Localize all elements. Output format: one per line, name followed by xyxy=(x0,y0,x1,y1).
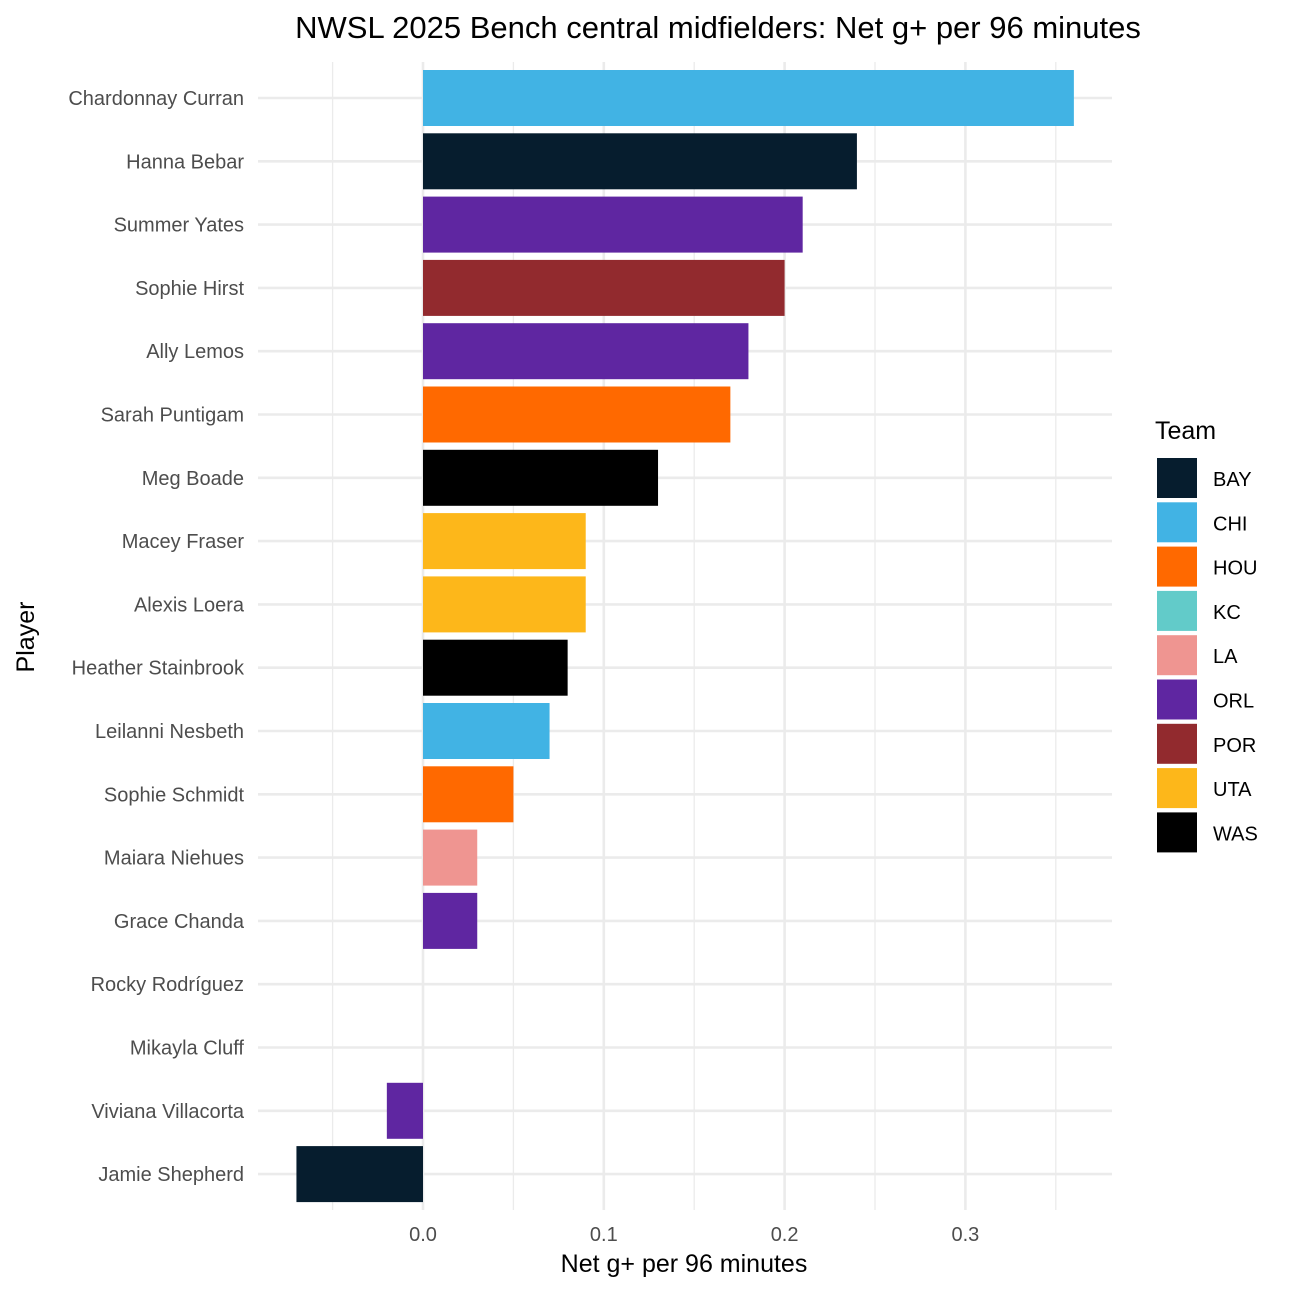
bar xyxy=(423,892,478,949)
bar xyxy=(423,829,478,886)
bar xyxy=(423,386,731,443)
x-tick-label: 0.1 xyxy=(590,1224,618,1246)
bar xyxy=(423,449,659,506)
y-tick-label: Mikayla Cluff xyxy=(130,1038,245,1060)
x-axis-tick-labels: 0.0 0.1 0.2 0.3 xyxy=(409,1224,979,1246)
legend-label: HOU xyxy=(1213,558,1257,580)
legend-swatch xyxy=(1157,768,1197,809)
y-axis-title: Player xyxy=(12,602,40,673)
bar xyxy=(386,1082,423,1139)
y-tick-label: Hanna Bebar xyxy=(126,151,244,173)
y-tick-label: Ally Lemos xyxy=(146,341,244,363)
legend-title: Team xyxy=(1155,417,1216,445)
y-tick-label: Sarah Puntigam xyxy=(101,405,244,427)
y-tick-label: Summer Yates xyxy=(114,215,244,237)
bars xyxy=(296,70,1074,1203)
y-tick-label: Maiara Niehues xyxy=(104,848,244,870)
legend-swatch xyxy=(1157,635,1197,676)
legend-label: UTA xyxy=(1213,779,1252,801)
y-tick-label: Chardonnay Curran xyxy=(68,88,244,110)
bar xyxy=(423,576,586,633)
y-tick-label: Viviana Villacorta xyxy=(91,1101,245,1123)
bar xyxy=(423,259,785,316)
bar xyxy=(423,639,568,696)
legend-label: POR xyxy=(1213,735,1256,757)
x-tick-label: 0.0 xyxy=(409,1224,437,1246)
legend-swatch xyxy=(1157,590,1197,631)
minor-gridlines xyxy=(331,62,1057,1210)
legend-label: BAY xyxy=(1213,469,1252,491)
y-tick-label: Heather Stainbrook xyxy=(72,658,245,680)
bar xyxy=(423,133,857,190)
y-tick-label: Rocky Rodríguez xyxy=(91,974,244,996)
y-tick-label: Sophie Hirst xyxy=(135,278,244,300)
y-tick-label: Grace Chanda xyxy=(114,911,245,933)
y-tick-label: Jamie Shepherd xyxy=(98,1164,244,1186)
legend-swatch xyxy=(1157,546,1197,587)
chart-title: NWSL 2025 Bench central midfielders: Net… xyxy=(295,10,1141,45)
y-tick-label: Sophie Schmidt xyxy=(104,784,245,806)
bar xyxy=(296,1146,423,1203)
legend-label: CHI xyxy=(1213,513,1247,535)
y-tick-label: Macey Fraser xyxy=(122,531,245,553)
legend-label: WAS xyxy=(1213,823,1258,845)
y-tick-label: Alexis Loera xyxy=(134,594,245,616)
y-axis-tick-labels: Chardonnay Curran Hanna Bebar Summer Yates… xyxy=(68,88,245,1186)
x-tick-label: 0.3 xyxy=(951,1224,979,1246)
plot-area xyxy=(258,62,1112,1210)
legend-label: LA xyxy=(1213,646,1238,668)
bar xyxy=(423,196,803,253)
x-tick-label: 0.2 xyxy=(771,1224,799,1246)
bar xyxy=(423,323,749,380)
y-tick-label: Meg Boade xyxy=(142,468,244,490)
legend-label: ORL xyxy=(1213,691,1254,713)
bar xyxy=(423,70,1074,126)
legend: Team BAY CHI HOU KC LA ORL POR UTA WAS xyxy=(1155,417,1258,853)
legend-swatch xyxy=(1157,679,1197,720)
x-axis-title: Net g+ per 96 minutes xyxy=(561,1250,808,1278)
legend-swatch xyxy=(1157,723,1197,764)
legend-label: KC xyxy=(1213,602,1241,624)
legend-swatch xyxy=(1157,812,1197,853)
legend-swatch xyxy=(1157,502,1197,543)
legend-swatch xyxy=(1157,458,1197,498)
y-tick-label: Leilanni Nesbeth xyxy=(95,721,244,743)
bar xyxy=(423,766,514,823)
bar xyxy=(423,513,586,570)
bar xyxy=(423,703,550,759)
legend-items: BAY CHI HOU KC LA ORL POR UTA WAS xyxy=(1157,458,1258,853)
